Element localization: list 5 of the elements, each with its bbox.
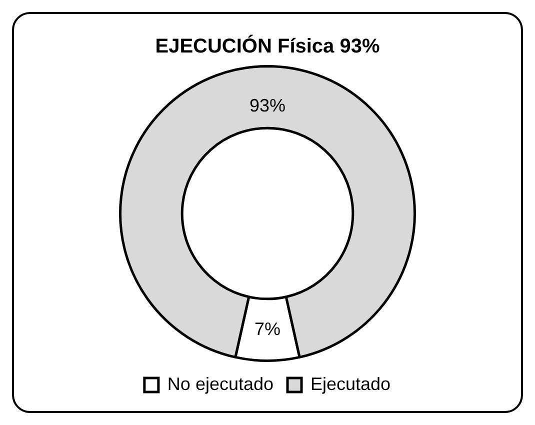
data-label: 7% [254,318,281,339]
legend-label: Ejecutado [310,374,391,394]
chart-title: EJECUCIÓN Física 93% [155,34,380,58]
data-label: 93% [249,95,286,116]
legend-label: No ejecutado [167,374,274,394]
